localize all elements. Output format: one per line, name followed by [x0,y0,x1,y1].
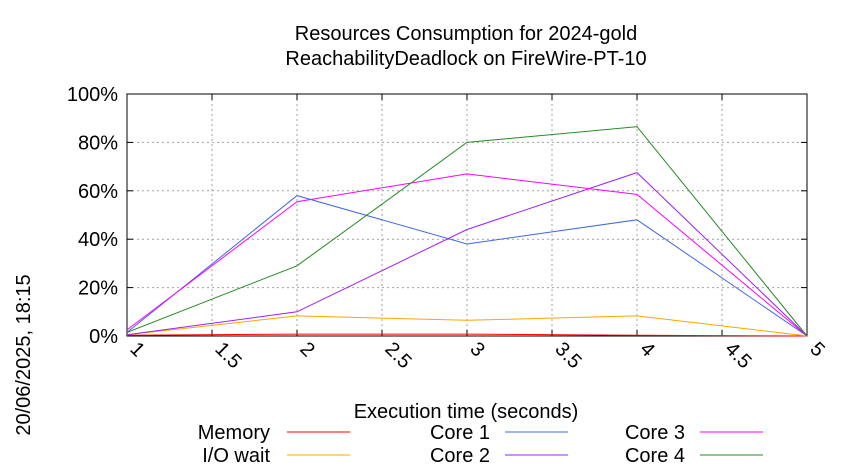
x-tick-label: 1 [125,338,148,361]
legend-label-core-4: Core 4 [625,445,685,467]
y-tick-label: 20% [78,278,118,300]
x-tick-label: 4.5 [720,338,755,373]
legend-label-core-3: Core 3 [625,422,685,444]
series-line-memory [126,333,808,337]
chart-title-line1: Resources Consumption for 2024-gold [295,23,637,45]
legend-label-core-1: Core 1 [430,422,490,444]
y-tick-label: 0% [89,326,118,348]
y-tick-label: 100% [67,84,118,106]
series-line-core-2 [126,172,808,337]
x-tick-label: 3 [465,338,488,361]
legend-label-i-o-wait: I/O wait [202,445,270,467]
y-tick-label: 60% [78,181,118,203]
legend-label-core-2: Core 2 [430,445,490,467]
legend-label-memory: Memory [198,422,270,444]
series-line-core-3 [126,173,808,337]
series-line-i-o-wait [126,315,808,337]
series-lines [126,126,808,337]
x-tick-label: 3.5 [550,338,585,373]
grid [127,94,807,336]
y-tick-label: 80% [78,132,118,154]
axis-ticks: 1 1.5 2 2.5 3 3.5 4 4.5 5 0% 20% 40% 60% 80% 100% [67,84,829,373]
x-tick-label: 5 [805,338,828,361]
series-line-core-1 [126,195,808,337]
x-tick-label: 2.5 [380,338,415,373]
x-tick-label: 2 [295,338,318,361]
chart-title-line2: ReachabilityDeadlock on FireWire-PT-10 [285,48,646,70]
series-line-core-4 [126,126,808,337]
x-axis-label: Execution time (seconds) [354,401,579,423]
x-tick-label: 1.5 [210,338,245,373]
x-tick-label: 4 [635,338,658,361]
y-tick-label: 40% [78,229,118,251]
timestamp-label: 20/06/2025, 18:15 [13,274,35,435]
